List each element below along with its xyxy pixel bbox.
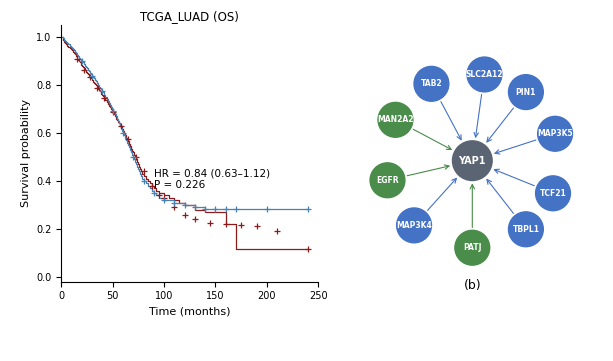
Title: TCGA_LUAD (OS): TCGA_LUAD (OS): [140, 10, 239, 23]
FancyArrowPatch shape: [407, 165, 449, 176]
Text: SLC2A12: SLC2A12: [466, 70, 503, 79]
Text: EGFR: EGFR: [376, 176, 399, 185]
FancyArrowPatch shape: [487, 179, 514, 213]
Text: (b): (b): [463, 279, 481, 292]
Y-axis label: Survival probability: Survival probability: [21, 99, 31, 208]
FancyArrowPatch shape: [413, 129, 451, 149]
Circle shape: [378, 103, 413, 137]
FancyArrowPatch shape: [427, 178, 456, 210]
Text: YAP1: YAP1: [459, 156, 486, 166]
X-axis label: Time (months): Time (months): [149, 307, 230, 317]
FancyArrowPatch shape: [495, 140, 536, 154]
Text: TAB2: TAB2: [421, 79, 442, 88]
Text: MAP3K5: MAP3K5: [537, 129, 573, 138]
FancyArrowPatch shape: [470, 184, 474, 227]
Circle shape: [414, 66, 449, 101]
Text: TCF21: TCF21: [539, 189, 566, 198]
Circle shape: [397, 208, 432, 243]
Circle shape: [467, 57, 502, 92]
FancyArrowPatch shape: [495, 169, 535, 186]
Circle shape: [370, 163, 405, 198]
Circle shape: [452, 141, 492, 180]
FancyArrowPatch shape: [474, 95, 482, 137]
Text: PIN1: PIN1: [516, 88, 536, 97]
FancyArrowPatch shape: [441, 102, 461, 140]
Circle shape: [536, 176, 571, 211]
Text: TBPL1: TBPL1: [512, 225, 539, 234]
Text: PATJ: PATJ: [463, 243, 482, 252]
Circle shape: [455, 230, 490, 265]
Text: HR = 0.84 (0.63–1.12)
P = 0.226: HR = 0.84 (0.63–1.12) P = 0.226: [154, 169, 270, 190]
Circle shape: [538, 116, 573, 151]
Circle shape: [509, 75, 543, 109]
Text: MAN2A2: MAN2A2: [377, 115, 414, 124]
Text: MAP3K4: MAP3K4: [396, 221, 432, 230]
Circle shape: [509, 212, 543, 247]
FancyArrowPatch shape: [487, 108, 514, 142]
